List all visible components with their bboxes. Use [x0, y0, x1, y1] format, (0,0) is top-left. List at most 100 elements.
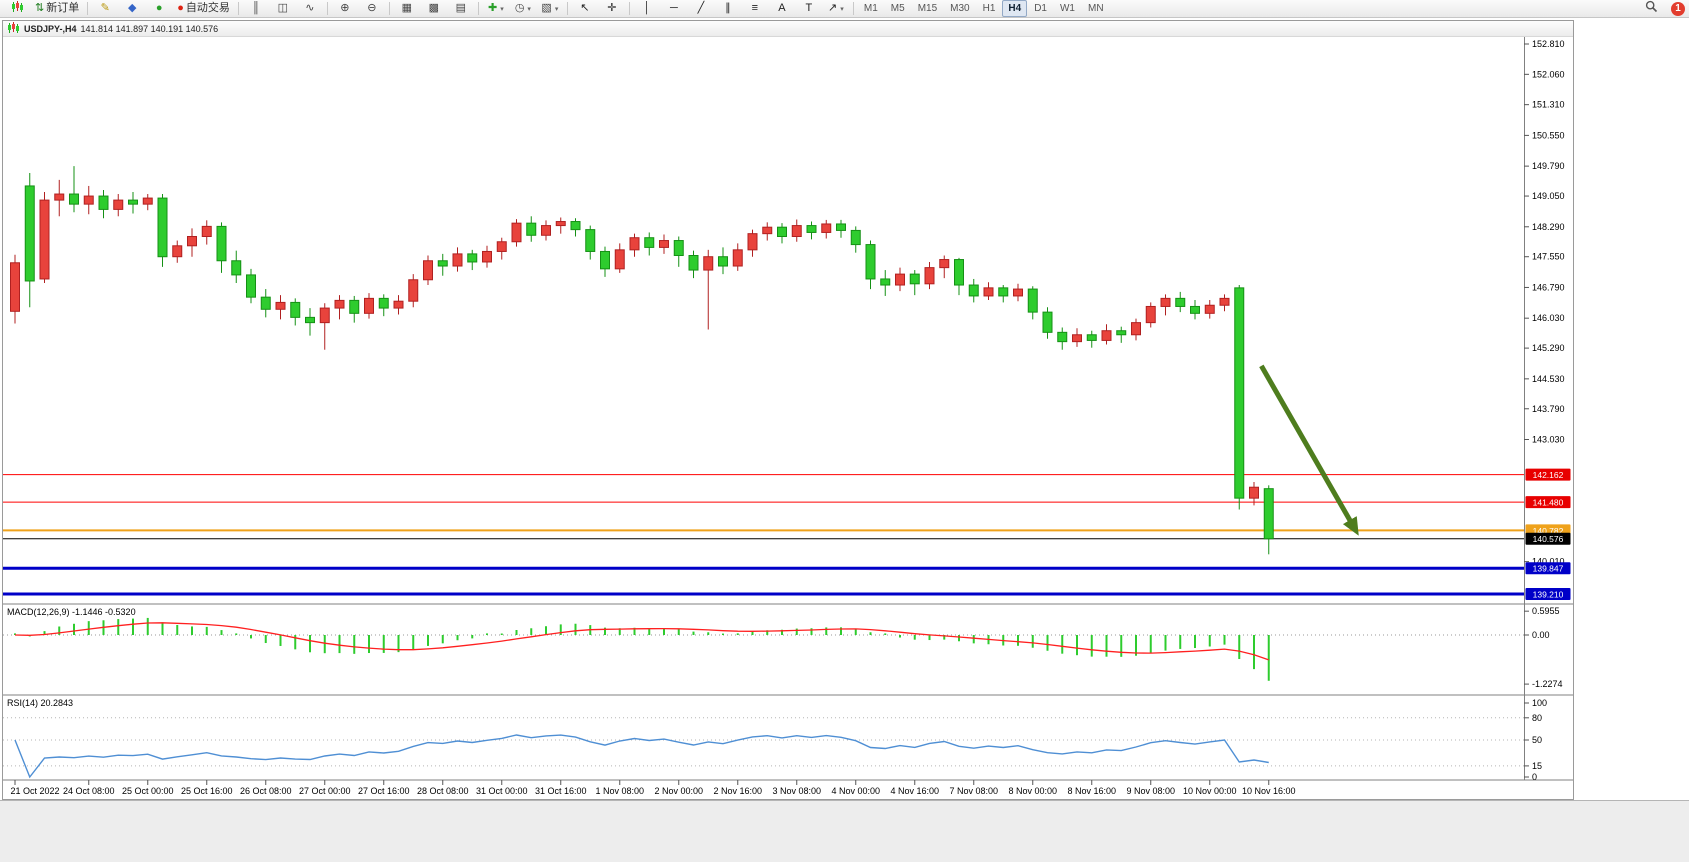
price-lines[interactable] [3, 474, 1524, 596]
timeframe-H4[interactable]: H4 [1002, 0, 1028, 17]
candle-body [659, 240, 669, 248]
timeframe-D1[interactable]: D1 [1034, 3, 1047, 14]
notifications-badge[interactable]: 1 [1671, 1, 1685, 16]
toolbar-separator [477, 2, 479, 15]
chevron-down-icon: ▾ [840, 5, 844, 13]
toolbar-separator [326, 2, 328, 15]
timeframe-M5[interactable]: M5 [890, 3, 905, 14]
time-scale-label: 27 Oct 16:00 [358, 786, 410, 796]
timeframe-M30[interactable]: M30 [950, 3, 970, 14]
time-scale-label: 7 Nov 08:00 [949, 786, 998, 796]
candle-body [1013, 288, 1023, 297]
arrows-button[interactable]: ↗ ▾ [823, 0, 849, 18]
candle-body [998, 287, 1009, 297]
timeframe-W1[interactable]: W1 [1059, 3, 1075, 14]
vertical-line-button[interactable]: │ [634, 0, 660, 18]
price-badge-139.210 [1525, 587, 1571, 600]
timeframe-H1[interactable]: H1 [982, 3, 996, 14]
candle-body [1086, 334, 1097, 341]
time-scale[interactable]: 21 Oct 2022 24 Oct 08:00 25 Oct 00:00 25 Oc… [10, 780, 1296, 796]
candle-body [1190, 305, 1200, 314]
price-scale-label: 151.310 [1532, 100, 1565, 110]
chart-candles-button[interactable]: ◫ [270, 0, 296, 18]
fibo-icon: ≡ [751, 2, 759, 14]
rsi-scale-label: 15 [1532, 761, 1542, 771]
candle-body [821, 223, 832, 233]
price-scale[interactable]: 152.810 152.060 151.310 150.550 149.790 149.0… [1524, 37, 1571, 782]
search-button[interactable] [1638, 0, 1664, 18]
main-toolbar: ⇅ 新订单 ✎ ◆ ● ● 自动交易 ║ ◫ ∿ ⊕ ⊖ ▦ ▩ ▤ ✚ ▾ ◷ ▾ ▧ ▾ ↖ ✛ │ ─ ╱ ∥ ≡ A T ↗ ▾ M1 M… [0, 0, 1689, 18]
text-button[interactable]: A [769, 0, 795, 18]
new-order-button-label: 新订单 [46, 2, 80, 14]
plus-green-icon: ✚ [488, 2, 498, 14]
price-scale-label: 144.530 [1532, 374, 1565, 384]
horizontal-line-button[interactable]: ─ [661, 0, 687, 18]
market-button[interactable]: ● [146, 0, 172, 18]
tile-windows-button[interactable]: ▦ [394, 0, 420, 18]
cascade-windows-button[interactable]: ▩ [421, 0, 447, 18]
panel-separators[interactable] [3, 603, 1573, 781]
chart-line-button[interactable]: ∿ [297, 0, 323, 18]
chart-bars-button[interactable]: ║ [243, 0, 269, 18]
toolbar-separator [628, 2, 630, 15]
autotrading-button[interactable]: ● 自动交易 [173, 0, 234, 18]
candle-body [482, 250, 492, 263]
arrange-windows-button[interactable]: ▤ [448, 0, 474, 18]
metaeditor-button[interactable]: ✎ [92, 0, 118, 18]
add-indicator-button[interactable]: ✚ ▾ [483, 0, 509, 18]
candle-body [290, 301, 301, 318]
candlestick-series [10, 166, 1274, 555]
bars-icon: ║ [251, 2, 260, 14]
zoom-in-button[interactable]: ⊕ [332, 0, 358, 18]
candle-body [673, 240, 684, 257]
candle-body [614, 249, 625, 270]
chart-symbol-period: USDJPY-,H4 [24, 23, 77, 34]
new-chart-button[interactable] [4, 0, 30, 18]
candle-body [231, 260, 242, 276]
arrange-icon: ▤ [455, 2, 467, 14]
time-scale-label: 25 Oct 00:00 [122, 786, 174, 796]
textT-icon: T [805, 2, 813, 14]
zoom-out-button[interactable]: ⊖ [359, 0, 385, 18]
toolbar-separator [87, 2, 89, 15]
rsi-scale-label: 0 [1532, 772, 1537, 782]
chart-canvas[interactable]: MACD(12,26,9) -1.1446 -0.5320 RSI(14) 20.… [3, 37, 1573, 800]
chart-title-bar[interactable]: USDJPY-,H4 141.814 141.897 140.191 140.5… [3, 21, 1573, 37]
price-badge-139.847 [1525, 562, 1571, 575]
trend-arrow[interactable] [1259, 364, 1359, 536]
macd-scale-label: -1.2274 [1532, 679, 1563, 689]
chevron-down-icon: ▾ [554, 5, 559, 13]
price-badge-text: 139.210 [1533, 589, 1564, 599]
new-order-button[interactable]: ⇅ 新订单 [31, 0, 83, 18]
templates-button[interactable]: ▧ ▾ [537, 0, 563, 18]
crosshair-button[interactable]: ✛ [599, 0, 625, 18]
macd-scale-label: 0.5955 [1532, 606, 1560, 616]
fibonacci-button[interactable]: ≡ [742, 0, 768, 18]
candle-body [83, 195, 94, 205]
channel-button[interactable]: ∥ [715, 0, 741, 18]
chevron-down-icon: ▾ [500, 5, 504, 13]
price-scale-label: 152.810 [1532, 39, 1565, 49]
timeframe-M1[interactable]: M1 [863, 3, 878, 14]
timeframe-M15[interactable]: M15 [917, 3, 938, 14]
candle-body [895, 273, 905, 286]
candle-body [246, 274, 256, 298]
timeframe-MN[interactable]: MN [1087, 3, 1104, 14]
time-scale-label: 2 Nov 00:00 [654, 786, 703, 796]
price-scale-label: 147.550 [1532, 252, 1565, 262]
candle-body [305, 316, 315, 324]
cursor-button[interactable]: ↖ [572, 0, 598, 18]
candle-body [1160, 297, 1171, 307]
periodicity-button[interactable]: ◷ ▾ [510, 0, 536, 18]
trendline-button[interactable]: ╱ [688, 0, 714, 18]
time-scale-label: 9 Nov 08:00 [1126, 786, 1175, 796]
community-button[interactable]: ◆ [119, 0, 145, 18]
order-arrows-icon: ⇅ [35, 2, 45, 14]
time-scale-label: 31 Oct 00:00 [476, 786, 528, 796]
candle-body [437, 260, 448, 267]
candles-icon: ◫ [277, 2, 289, 14]
rsi-scale-label: 80 [1532, 713, 1542, 723]
label-button[interactable]: T [796, 0, 822, 18]
price-badge-141.480 [1525, 496, 1571, 509]
candle-body [762, 226, 773, 235]
